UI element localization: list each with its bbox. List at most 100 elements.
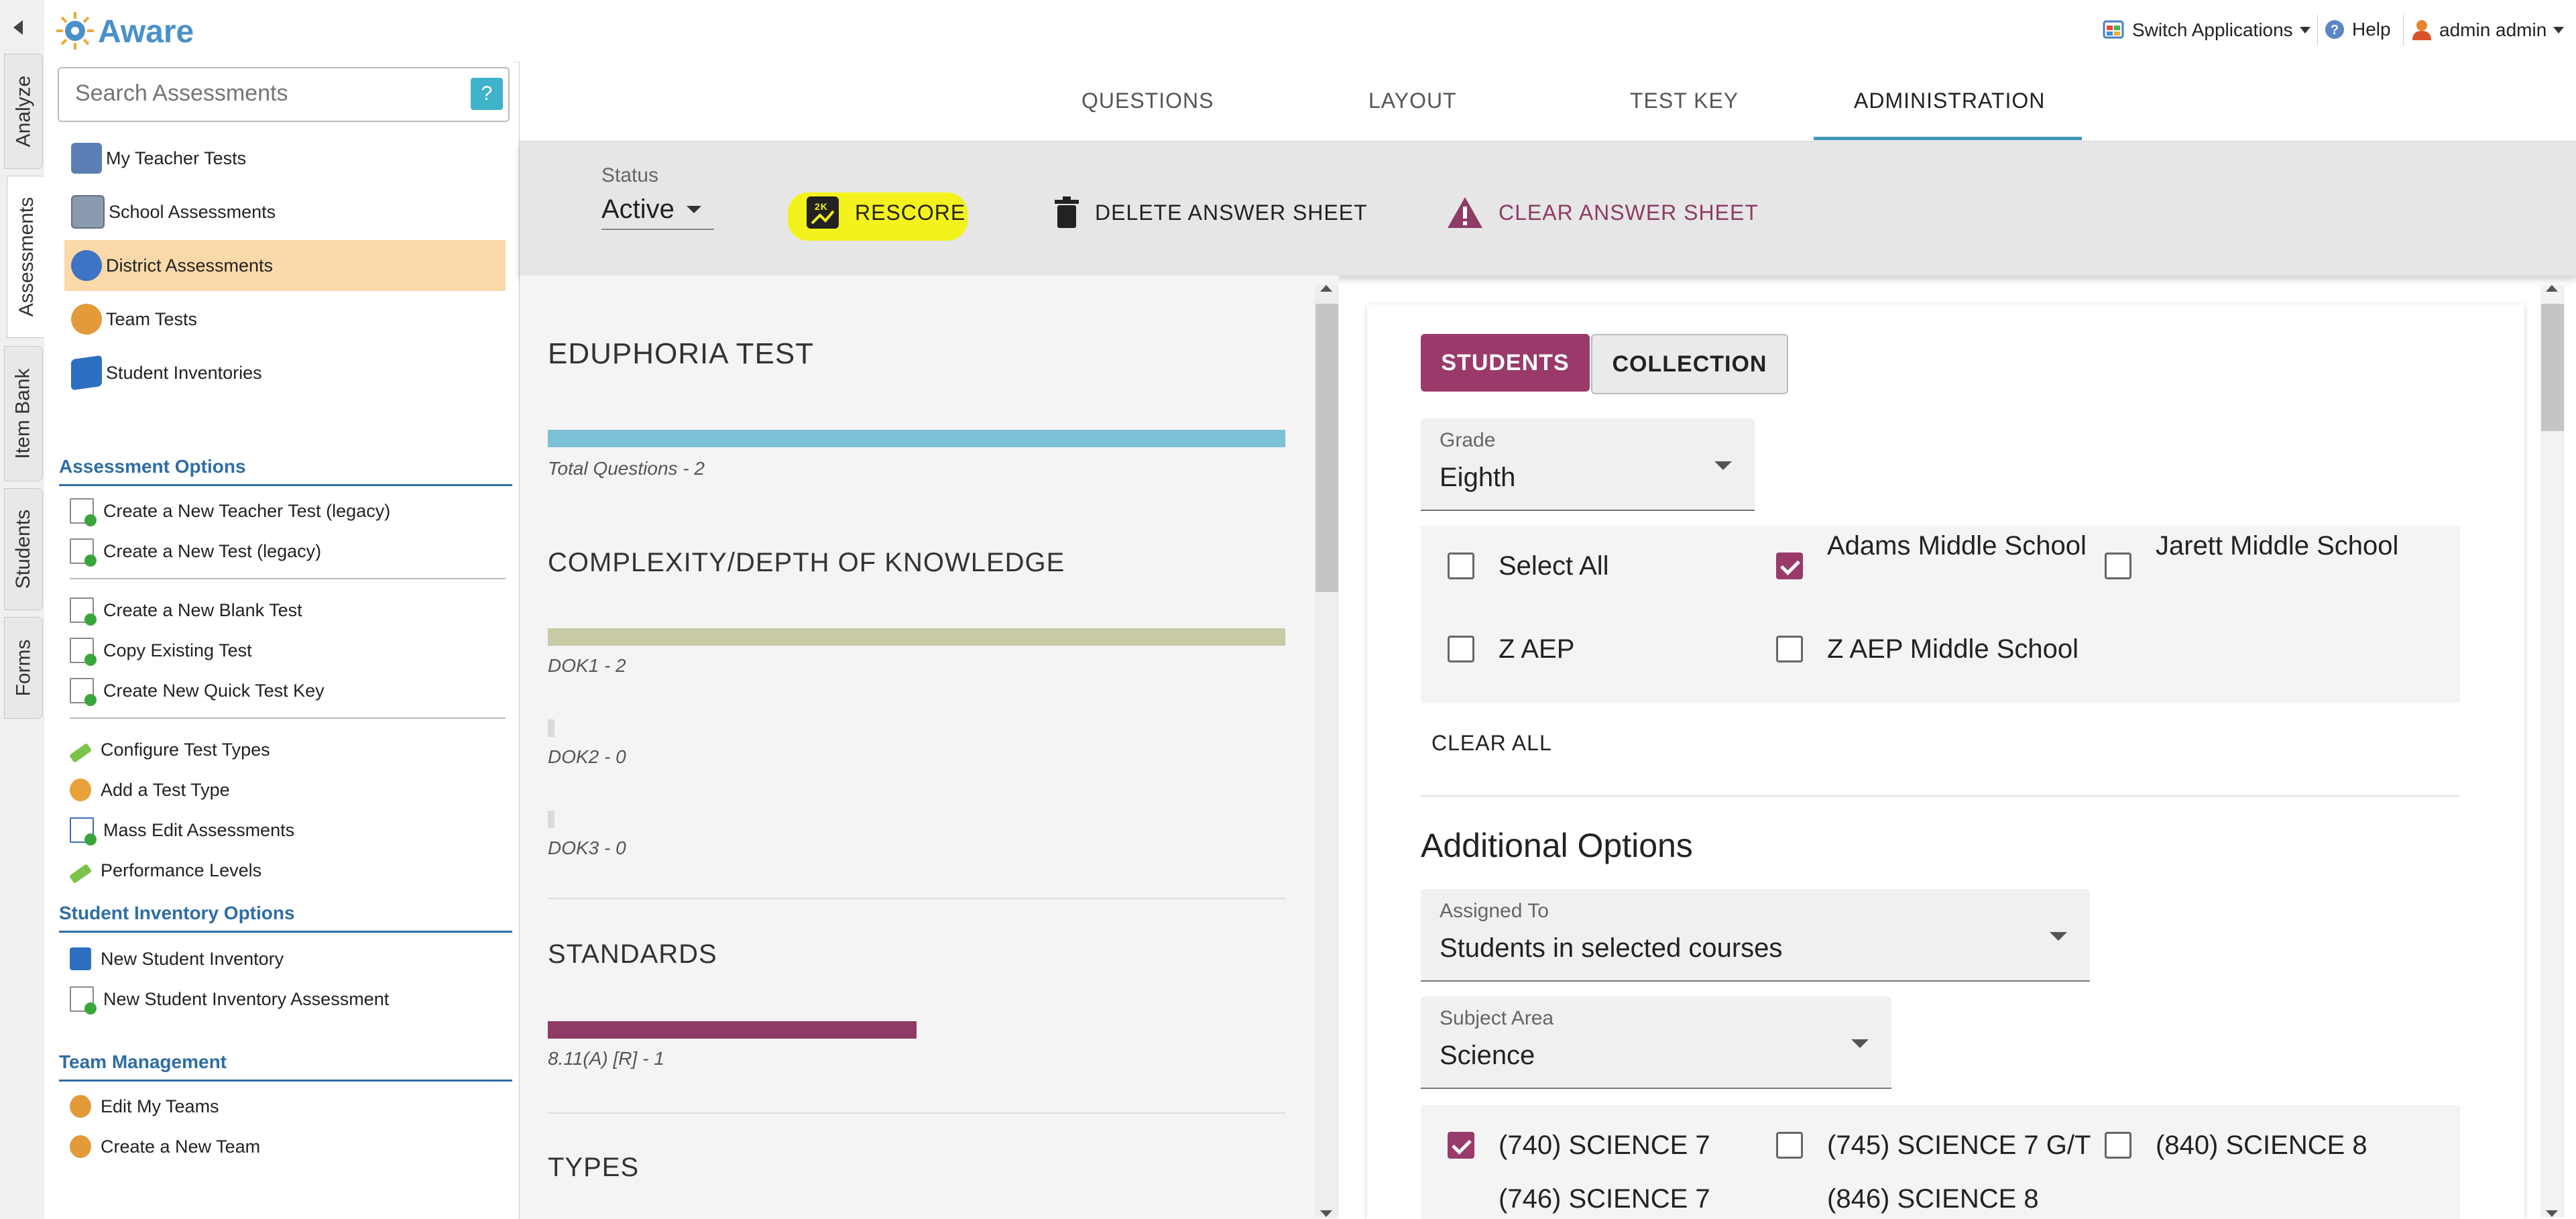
option-create-teacher-test-legacy[interactable]: Create a New Teacher Test (legacy) — [70, 492, 390, 530]
option-create-quick-test-key[interactable]: Create New Quick Test Key — [70, 672, 325, 709]
search-help-button[interactable]: ? — [471, 78, 503, 110]
nav-district-assessments[interactable]: District Assessments — [64, 240, 506, 291]
dok2-caption: DOK2 - 0 — [548, 746, 626, 767]
course-745-checkbox[interactable] — [1776, 1132, 1803, 1159]
header-divider — [2403, 15, 2404, 46]
checkbox[interactable] — [1448, 553, 1474, 579]
subject-area-select[interactable]: Subject Area Science — [1421, 996, 1891, 1089]
student-inventory-options-title: Student Inventory Options — [59, 903, 512, 933]
checkbox[interactable] — [1448, 636, 1474, 662]
tab-administration[interactable]: ADMINISTRATION — [1854, 89, 2046, 113]
nav-my-teacher-tests[interactable]: My Teacher Tests — [64, 133, 506, 184]
option-performance-levels[interactable]: Performance Levels — [68, 852, 262, 889]
caption-label: DOK2 — [548, 746, 599, 767]
checkbox-checked[interactable] — [1776, 553, 1803, 579]
scroll-down-icon[interactable] — [2546, 1210, 2558, 1217]
students-toggle[interactable]: STUDENTS — [1421, 334, 1590, 392]
course-840-checkbox[interactable] — [2105, 1132, 2131, 1159]
rail-tab-item-bank[interactable]: Item Bank — [4, 346, 43, 481]
switch-applications-menu[interactable]: Switch Applications — [2103, 19, 2310, 42]
help-icon: ? — [2325, 20, 2344, 39]
assigned-to-value: Students in selected courses — [1440, 933, 1783, 963]
checkbox[interactable] — [2105, 553, 2131, 579]
option-label: Performance Levels — [101, 860, 262, 880]
rail-tab-assessments[interactable]: Assessments — [7, 176, 46, 338]
rail-tab-label: Assessments — [15, 196, 38, 317]
adams-middle-school-label: Adams Middle School — [1827, 531, 2087, 561]
option-create-test-legacy[interactable]: Create a New Test (legacy) — [70, 532, 321, 570]
option-add-test-type[interactable]: Add a Test Type — [70, 771, 230, 809]
scrollbar-thumb[interactable] — [2541, 304, 2564, 431]
course-746-label: (746) SCIENCE 7 — [1499, 1184, 1710, 1214]
active-tab-indicator — [1814, 137, 2082, 140]
collection-toggle[interactable]: COLLECTION — [1591, 334, 1788, 394]
test-summary-panel: EDUPHORIA TEST Total Questions - 2 COMPL… — [520, 276, 1339, 1219]
assessments-sidebar: ? My Teacher Tests School Assessments Di… — [44, 62, 514, 1219]
search-input[interactable] — [59, 68, 493, 118]
grade-value: Eighth — [1440, 463, 1516, 492]
nav-team-tests[interactable]: Team Tests — [64, 294, 506, 345]
assessment-options-title: Assessment Options — [59, 456, 512, 486]
chevron-down-icon — [1851, 1039, 1869, 1048]
caption-label: 8.11(A) [R] — [548, 1048, 638, 1069]
grade-select[interactable]: Grade Eighth — [1421, 418, 1755, 511]
rail-tab-label: Item Bank — [12, 368, 34, 459]
option-create-blank-test[interactable]: Create a New Blank Test — [70, 591, 302, 629]
adams-middle-school-checkbox[interactable] — [1776, 553, 1803, 579]
tab-test-key[interactable]: TEST KEY — [1630, 89, 1739, 113]
administration-card: STUDENTS COLLECTION Grade Eighth Select … — [1367, 304, 2524, 1219]
trash-icon — [1055, 196, 1079, 228]
team-management-title: Team Management — [59, 1051, 512, 1082]
option-edit-my-teams[interactable]: Edit My Teams — [70, 1088, 219, 1125]
status-select[interactable]: Active — [601, 190, 714, 230]
checkbox[interactable] — [1776, 1132, 1803, 1159]
course-840-label: (840) SCIENCE 8 — [2156, 1130, 2367, 1160]
copy-document-icon — [70, 638, 97, 666]
option-mass-edit-assessments[interactable]: Mass Edit Assessments — [70, 811, 294, 849]
total-questions-caption: Total Questions - 2 — [548, 458, 705, 479]
app-logo-text[interactable]: Aware — [98, 14, 194, 50]
clear-answer-sheet-button[interactable]: CLEAR ANSWER SHEET — [1446, 190, 1759, 235]
course-740-checkbox[interactable] — [1448, 1132, 1474, 1159]
tab-layout[interactable]: LAYOUT — [1368, 89, 1457, 113]
checkbox-checked[interactable] — [1448, 1132, 1474, 1159]
help-link[interactable]: ? Help — [2324, 19, 2391, 40]
option-new-student-inventory[interactable]: New Student Inventory — [70, 940, 284, 978]
nav-student-inventories[interactable]: Student Inventories — [64, 347, 506, 398]
rail-tab-forms[interactable]: Forms — [4, 617, 43, 719]
section-divider — [70, 717, 506, 719]
rail-tab-analyze[interactable]: Analyze — [4, 54, 43, 169]
checkbox[interactable] — [2105, 1132, 2131, 1159]
z-aep-middle-school-checkbox[interactable] — [1776, 636, 1803, 662]
nav-label: Team Tests — [106, 308, 198, 329]
collapse-arrow-icon[interactable] — [13, 20, 23, 35]
option-configure-test-types[interactable]: Configure Test Types — [68, 731, 270, 768]
summary-scrollbar[interactable] — [1315, 285, 1339, 1217]
dok1-caption: DOK1 - 2 — [548, 655, 626, 676]
scroll-up-icon[interactable] — [1320, 285, 1332, 292]
standard-caption: 8.11(A) [R] - 1 — [548, 1048, 664, 1069]
select-all-checkbox[interactable] — [1448, 553, 1474, 579]
jarett-middle-school-checkbox[interactable] — [2105, 553, 2131, 579]
rescore-button[interactable]: 2K RESCORE — [805, 190, 965, 235]
chevron-down-icon — [2299, 27, 2310, 34]
scroll-up-icon[interactable] — [2546, 285, 2558, 292]
tab-questions[interactable]: QUESTIONS — [1081, 89, 1214, 113]
scroll-down-icon[interactable] — [1320, 1210, 1332, 1217]
option-copy-existing-test[interactable]: Copy Existing Test — [70, 632, 252, 669]
delete-answer-sheet-button[interactable]: DELETE ANSWER SHEET — [1053, 190, 1368, 235]
scrollbar-thumb[interactable] — [1315, 304, 1338, 592]
nav-school-assessments[interactable]: School Assessments — [64, 186, 506, 237]
z-aep-checkbox[interactable] — [1448, 636, 1474, 662]
globe-icon — [71, 250, 102, 281]
summary-divider — [548, 898, 1285, 899]
clear-all-button[interactable]: CLEAR ALL — [1431, 731, 1552, 755]
rail-tab-students[interactable]: Students — [4, 488, 43, 610]
option-new-student-inventory-assessment[interactable]: New Student Inventory Assessment — [70, 980, 389, 1018]
checkbox[interactable] — [1776, 636, 1803, 662]
page-scrollbar[interactable] — [2540, 285, 2565, 1217]
main-panel: QUESTIONS LAYOUT TEST KEY ADMINISTRATION… — [519, 62, 2576, 1219]
option-create-new-team[interactable]: Create a New Team — [70, 1128, 260, 1165]
user-menu[interactable]: admin admin — [2411, 19, 2565, 42]
assigned-to-select[interactable]: Assigned To Students in selected courses — [1421, 889, 2090, 982]
